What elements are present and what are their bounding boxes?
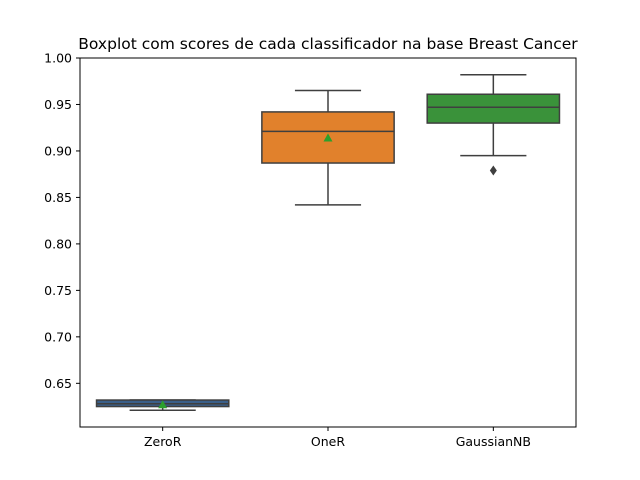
y-tick-label: 0.95 xyxy=(44,97,72,112)
mean-marker xyxy=(158,400,168,409)
y-tick-label: 0.90 xyxy=(44,143,72,158)
y-tick-label: 0.70 xyxy=(44,329,72,344)
box-group-zeror xyxy=(95,399,230,412)
x-tick-label: GaussianNB xyxy=(456,434,531,449)
plot-area xyxy=(95,73,561,412)
mean-marker xyxy=(323,133,333,142)
y-tick-label: 0.75 xyxy=(44,283,72,298)
y-tick-label: 0.80 xyxy=(44,236,72,251)
x-tick-label: OneR xyxy=(311,434,345,449)
chart-title: Boxplot com scores de cada classificador… xyxy=(78,35,578,53)
outlier-marker xyxy=(489,165,497,176)
y-tick-label: 0.85 xyxy=(44,190,72,205)
box xyxy=(426,93,561,124)
y-axis: 1.00 0.95 0.90 0.85 0.80 0.75 0.70 0.65 xyxy=(44,51,80,391)
x-axis: ZeroR OneR GaussianNB xyxy=(144,427,531,449)
y-tick-label: 0.65 xyxy=(44,376,72,391)
box-group-gaussiannb xyxy=(426,73,561,176)
y-tick-label: 1.00 xyxy=(44,51,72,66)
box-group-oner xyxy=(261,89,395,206)
x-tick-label: ZeroR xyxy=(144,434,182,449)
